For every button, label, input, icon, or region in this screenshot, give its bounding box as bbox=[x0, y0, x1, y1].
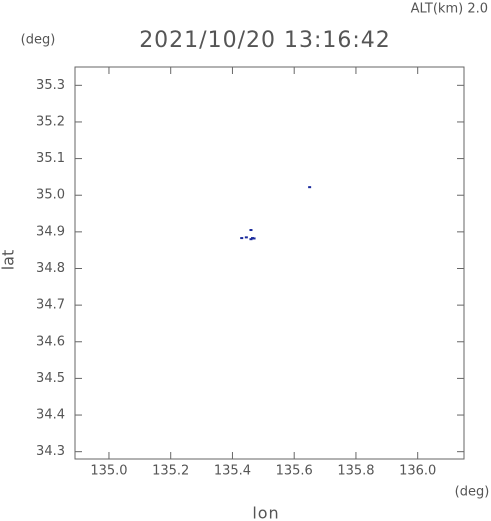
plot-frame bbox=[74, 66, 465, 460]
chart-title: 2021/10/20 13:16:42 bbox=[139, 28, 391, 53]
data-point bbox=[251, 237, 255, 240]
data-point bbox=[252, 237, 256, 240]
y-tick-label: 35.3 bbox=[36, 78, 65, 93]
x-tick-label: 135.6 bbox=[276, 464, 313, 479]
y-tick-label: 34.5 bbox=[36, 371, 65, 386]
data-point bbox=[249, 238, 253, 241]
y-unit: (deg) bbox=[21, 33, 56, 48]
data-point bbox=[249, 229, 253, 232]
x-tick-label: 135.0 bbox=[90, 464, 127, 479]
y-tick-label: 34.6 bbox=[36, 334, 65, 349]
x-tick-label: 135.4 bbox=[214, 464, 251, 479]
y-tick-label: 34.9 bbox=[36, 224, 65, 239]
y-tick-label: 34.8 bbox=[36, 261, 65, 276]
y-tick-label: 35.0 bbox=[36, 188, 65, 203]
x-tick-label: 135.8 bbox=[337, 464, 374, 479]
data-point bbox=[240, 237, 244, 240]
altitude-annotation: ALT(km) 2.0 bbox=[411, 2, 488, 17]
x-tick-label: 136.0 bbox=[399, 464, 436, 479]
y-tick-label: 34.3 bbox=[36, 444, 65, 459]
y-tick-label: 35.1 bbox=[36, 151, 65, 166]
y-tick-label: 35.2 bbox=[36, 114, 65, 129]
x-unit: (deg) bbox=[455, 485, 490, 500]
x-tick-label: 135.2 bbox=[152, 464, 189, 479]
x-axis-label: lon bbox=[252, 504, 279, 521]
y-tick-label: 34.7 bbox=[36, 298, 65, 313]
data-point bbox=[308, 186, 312, 189]
y-axis-label: lat bbox=[0, 250, 18, 271]
y-tick-label: 34.4 bbox=[36, 408, 65, 423]
data-point bbox=[244, 236, 248, 239]
